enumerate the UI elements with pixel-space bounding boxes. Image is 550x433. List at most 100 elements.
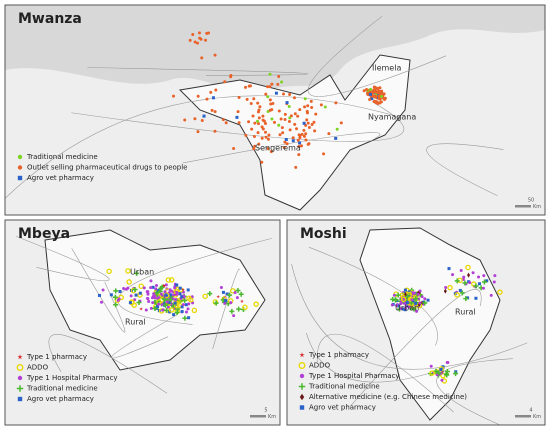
marker bbox=[196, 94, 200, 98]
marker bbox=[297, 133, 301, 137]
marker bbox=[236, 306, 242, 312]
marker bbox=[264, 92, 268, 96]
marker bbox=[112, 294, 118, 300]
marker bbox=[370, 97, 374, 101]
marker bbox=[368, 98, 372, 102]
marker bbox=[109, 293, 113, 297]
marker bbox=[173, 301, 177, 305]
panel-title: Mwanza bbox=[18, 11, 82, 27]
marker bbox=[106, 268, 112, 275]
marker bbox=[298, 136, 302, 140]
marker bbox=[153, 300, 159, 306]
marker bbox=[154, 287, 158, 291]
marker bbox=[440, 378, 444, 382]
marker bbox=[149, 279, 153, 283]
marker bbox=[157, 288, 163, 294]
marker bbox=[395, 303, 399, 307]
marker bbox=[229, 301, 233, 305]
marker bbox=[235, 115, 239, 119]
legend-label: Traditional medicine bbox=[308, 383, 380, 391]
scale-bar bbox=[515, 415, 531, 418]
marker bbox=[477, 275, 481, 279]
marker bbox=[335, 127, 339, 131]
marker bbox=[306, 104, 310, 108]
marker bbox=[229, 308, 235, 314]
panel-frame bbox=[286, 219, 546, 426]
marker bbox=[467, 272, 471, 278]
marker bbox=[134, 293, 138, 297]
marker bbox=[372, 85, 376, 89]
marker bbox=[221, 290, 225, 294]
marker bbox=[160, 302, 164, 306]
marker bbox=[327, 132, 331, 136]
marker bbox=[299, 373, 305, 379]
marker bbox=[213, 129, 217, 133]
marker bbox=[383, 98, 387, 102]
marker bbox=[198, 36, 202, 40]
marker bbox=[252, 97, 256, 101]
marker bbox=[166, 305, 170, 309]
marker bbox=[429, 364, 433, 368]
marker bbox=[264, 130, 268, 134]
legend-label: Type 1 Hospital Pharmacy bbox=[26, 374, 118, 382]
marker bbox=[368, 87, 372, 91]
marker bbox=[180, 310, 184, 314]
marker bbox=[238, 291, 244, 297]
place-label: Sengerema bbox=[255, 144, 301, 153]
marker bbox=[149, 286, 153, 290]
marker bbox=[223, 301, 227, 305]
place-label: Urban bbox=[395, 304, 419, 313]
legend-label: ADDO bbox=[27, 364, 49, 372]
marker bbox=[397, 304, 401, 308]
marker bbox=[382, 92, 386, 96]
marker bbox=[302, 134, 306, 138]
marker bbox=[280, 80, 284, 84]
marker bbox=[227, 292, 233, 298]
marker bbox=[184, 310, 188, 314]
panel-frame bbox=[4, 4, 546, 216]
marker bbox=[213, 53, 217, 57]
marker bbox=[164, 293, 168, 297]
marker bbox=[454, 278, 460, 284]
marker bbox=[334, 136, 338, 140]
legend-label: Traditional medicine bbox=[26, 385, 98, 393]
marker bbox=[276, 82, 280, 86]
marker bbox=[405, 301, 409, 305]
marker bbox=[113, 302, 119, 308]
marker bbox=[191, 307, 198, 314]
marker bbox=[298, 362, 306, 369]
marker bbox=[261, 114, 265, 118]
marker bbox=[173, 286, 177, 290]
marker bbox=[279, 117, 283, 121]
marker bbox=[302, 128, 306, 132]
road bbox=[71, 102, 405, 142]
marker bbox=[309, 99, 313, 103]
marker bbox=[281, 92, 285, 96]
marker bbox=[146, 296, 150, 300]
marker bbox=[207, 291, 213, 297]
marker bbox=[168, 297, 174, 303]
marker bbox=[178, 286, 182, 290]
marker bbox=[17, 375, 23, 381]
place-label: Rural bbox=[125, 318, 146, 327]
marker bbox=[245, 97, 249, 101]
marker bbox=[302, 121, 306, 125]
marker bbox=[235, 296, 239, 300]
marker bbox=[171, 94, 175, 98]
place-label: Nyamagana bbox=[368, 113, 416, 122]
marker bbox=[17, 165, 23, 170]
marker bbox=[277, 109, 281, 113]
marker bbox=[230, 288, 236, 294]
marker bbox=[116, 298, 120, 302]
marker bbox=[403, 308, 407, 312]
marker bbox=[138, 291, 142, 295]
scale-bar bbox=[515, 205, 531, 208]
marker bbox=[197, 31, 201, 35]
marker bbox=[298, 108, 302, 112]
marker bbox=[237, 121, 241, 125]
marker bbox=[281, 131, 285, 135]
marker bbox=[299, 405, 305, 410]
marker bbox=[161, 308, 165, 312]
map-body bbox=[5, 220, 280, 425]
marker bbox=[224, 121, 228, 125]
